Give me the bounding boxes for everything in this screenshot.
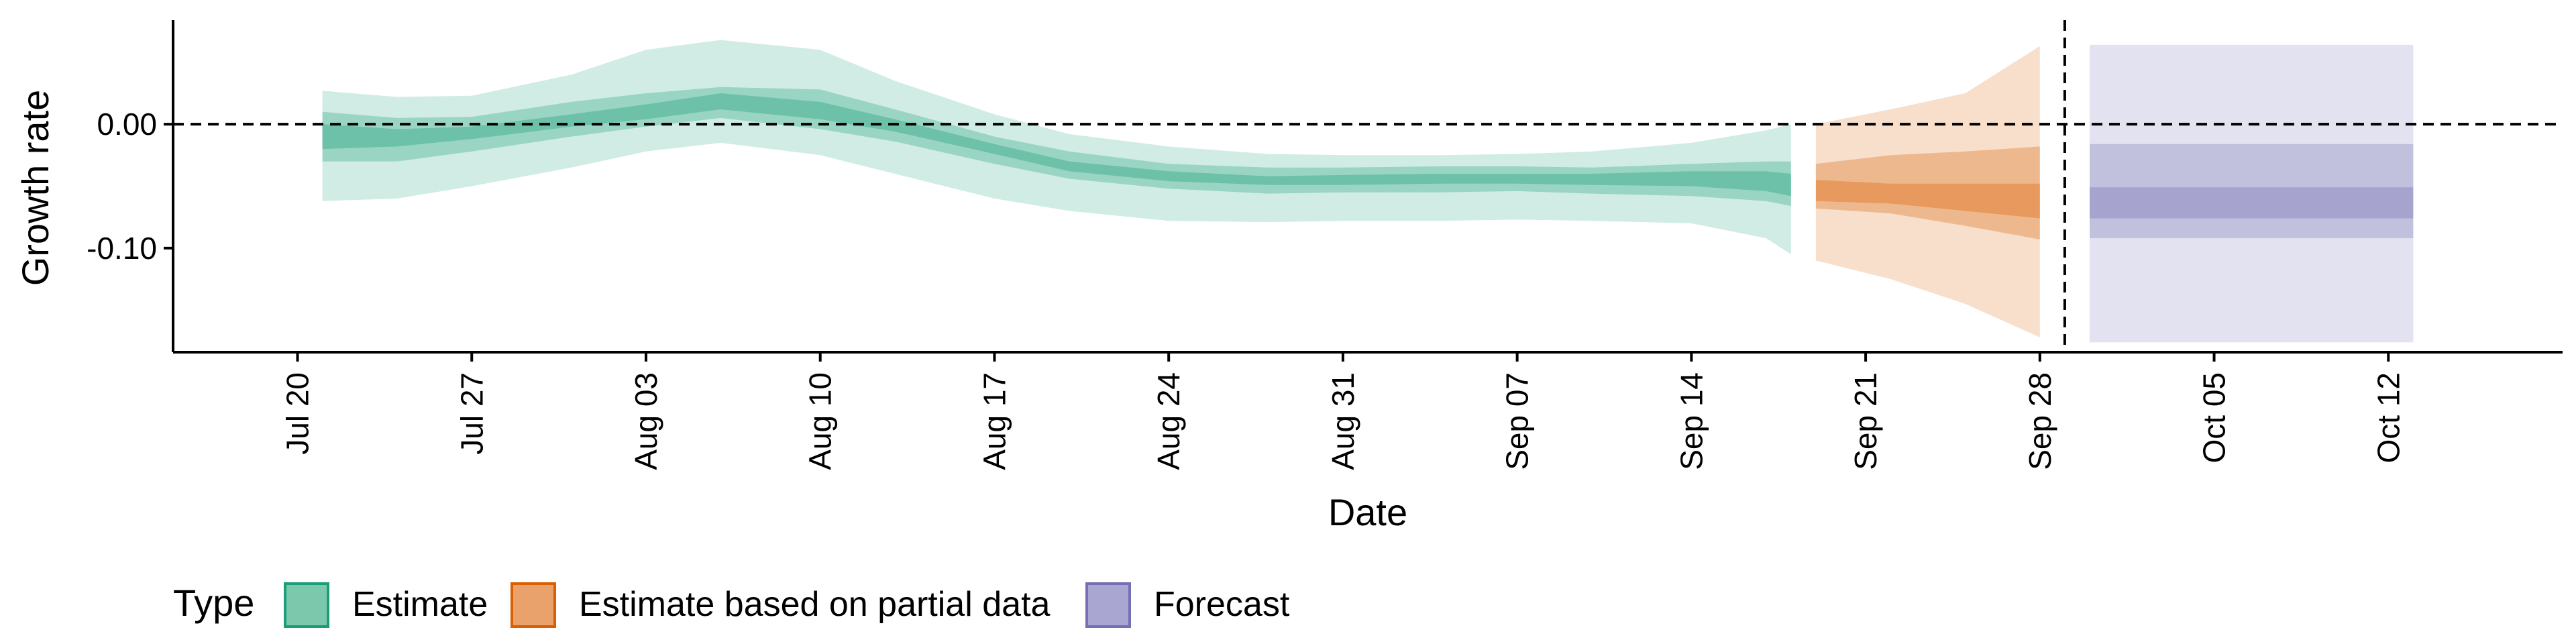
legend-label: Estimate based on partial data [579, 585, 1051, 624]
series-estimate-based-on-partial-data [1815, 46, 2040, 337]
x-tick-label: Jul 27 [454, 372, 489, 455]
legend-swatch [1085, 582, 1131, 628]
estimate-based-on-partial-data-band-inner [1815, 180, 2040, 219]
estimate-based-on-partial-data-band-outer [1815, 46, 2040, 337]
legend: Type Estimate Estimate based on partial d… [173, 582, 1290, 628]
estimate-based-on-partial-data-band-mid [1815, 146, 2040, 239]
forecast-band-outer [2090, 44, 2414, 343]
legend-swatch [511, 582, 556, 628]
legend-title: Type [173, 582, 254, 624]
legend-swatch [284, 582, 329, 628]
x-tick-label: Sep 07 [1500, 372, 1535, 470]
x-tick-label: Aug 10 [803, 372, 838, 470]
x-tick-label: Aug 17 [977, 372, 1012, 470]
x-tick-label: Aug 24 [1151, 372, 1186, 470]
axes [172, 20, 2563, 354]
y-tick-label: 0.00 [97, 107, 157, 142]
legend-item-estimate: Estimate [284, 582, 488, 628]
x-tick-label: Aug 03 [629, 372, 663, 470]
x-ticks: Jul 20 Jul 27 Aug 03 Aug 10 Aug 17 Aug 24 Aug … [280, 352, 2406, 470]
forecast-band-inner [2090, 187, 2414, 219]
forecast-band-mid [2090, 144, 2414, 239]
band-layer [322, 40, 2414, 343]
x-tick-label: Jul 20 [280, 372, 315, 455]
y-tick-label: -0.10 [87, 231, 157, 266]
legend-item-forecast: Forecast [1085, 582, 1290, 628]
series-estimate [322, 40, 1791, 255]
legend-label: Estimate [352, 585, 488, 624]
legend-label: Forecast [1154, 585, 1290, 624]
y-axis-title: Growth rate [14, 90, 56, 286]
reference-lines [173, 20, 2563, 352]
y-ticks: 0.00 -0.10 [87, 107, 173, 266]
estimate-band-outer [322, 40, 1791, 255]
series-forecast [2090, 44, 2414, 343]
x-tick-label: Sep 21 [1848, 372, 1883, 470]
x-axis-title: Date [1328, 491, 1407, 533]
x-tick-label: Oct 12 [2371, 372, 2406, 464]
x-tick-label: Aug 31 [1326, 372, 1360, 470]
x-tick-label: Oct 05 [2197, 372, 2232, 464]
x-tick-label: Sep 14 [1674, 372, 1709, 470]
legend-item-estimate-based-on-partial-data: Estimate based on partial data [511, 582, 1051, 628]
x-tick-label: Sep 28 [2023, 372, 2057, 470]
estimate-band-mid [322, 87, 1791, 207]
